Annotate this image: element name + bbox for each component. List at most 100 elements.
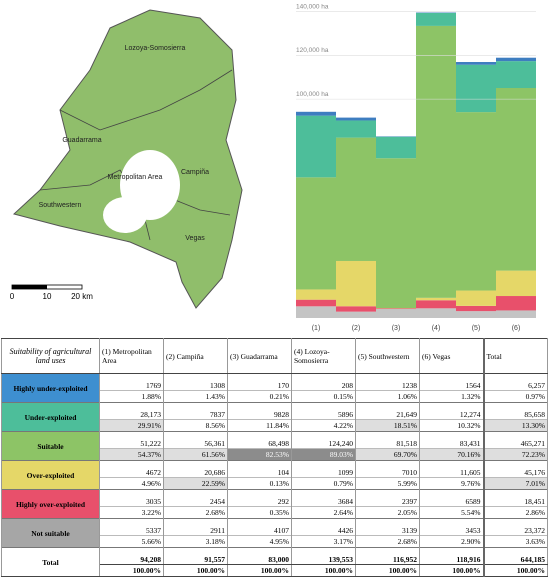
cell-value: 2397 <box>355 489 420 507</box>
cell-percent: 69.70% <box>355 448 420 461</box>
map-region <box>12 9 243 309</box>
cell-percent: 70.16% <box>419 448 484 461</box>
y-tick-label: 140,000 ha <box>296 3 329 10</box>
cell-percent: 0.21% <box>227 390 292 403</box>
cell-value: 3453 <box>419 518 484 536</box>
bar-segment <box>416 25 456 298</box>
cell-value: 11,605 <box>419 460 484 478</box>
bar-segment <box>416 308 456 318</box>
cell-percent: 0.15% <box>291 390 356 403</box>
cell-value: 5337 <box>99 518 164 536</box>
cell-value: 68,498 <box>227 431 292 449</box>
column-header: (4) Lozoya-Somosierra <box>291 338 356 374</box>
column-header: (1) Metropolitan Area <box>99 338 164 374</box>
cell-percent: 2.86% <box>482 506 548 519</box>
bar-segment <box>416 297 456 301</box>
cell-percent: 4.95% <box>227 535 292 548</box>
cell-percent: 89.03% <box>291 448 356 461</box>
cell-value: 644,185 <box>482 547 548 565</box>
bar-segment <box>376 309 416 318</box>
map-label: Southwestern <box>39 202 82 209</box>
cell-value: 83,431 <box>419 431 484 449</box>
cell-percent: 1.32% <box>419 390 484 403</box>
bar-segment <box>456 305 496 312</box>
percent-row: 3.22% 2.68% 0.35% 2.64% 2.05% 5.54% 2.86% <box>2 506 548 519</box>
cell-percent: 0.79% <box>291 477 356 490</box>
cell-value: 85,658 <box>482 402 548 420</box>
bar-segment <box>336 120 376 138</box>
cell-value: 12,274 <box>419 402 484 420</box>
column-header: Total <box>482 338 548 374</box>
cell-percent: 5.99% <box>355 477 420 490</box>
bar-segment <box>376 308 416 310</box>
cell-percent: 5.66% <box>99 535 164 548</box>
x-tick-label: (1) <box>312 325 321 332</box>
value-row: Highly over-exploited 3035 2454 292 3684 2397… <box>1 489 548 519</box>
y-tick-label: 120,000 ha <box>296 47 329 54</box>
cell-value: 23,372 <box>482 518 548 536</box>
cell-value: 1238 <box>355 373 420 391</box>
cell-value: 1099 <box>291 460 356 478</box>
cell-percent: 54.37% <box>99 448 164 461</box>
x-tick-label: (6) <box>512 325 521 332</box>
cell-value: 9828 <box>227 402 292 420</box>
bar-segment <box>336 260 376 307</box>
table: Suitability of agricultural land uses (1)… <box>1 338 548 577</box>
cell-value: 292 <box>227 489 292 507</box>
cell-value: 1308 <box>163 373 228 391</box>
map-label: Guadarrama <box>62 137 101 144</box>
scale-bar <box>12 285 47 289</box>
cell-percent: 1.88% <box>99 390 164 403</box>
cell-percent: 4.22% <box>291 419 356 432</box>
scale-label: 20 km <box>71 292 93 301</box>
cell-percent: 100.00% <box>355 564 420 577</box>
cell-percent: 29.91% <box>99 419 164 432</box>
cell-value: 2911 <box>163 518 228 536</box>
bar-segment <box>496 296 536 311</box>
bar-segment <box>376 136 416 159</box>
map-label: Vegas <box>185 235 205 242</box>
row-label: Over-exploited <box>1 460 100 490</box>
header-row: Suitability of agricultural land uses (1)… <box>1 338 548 374</box>
bar-segment <box>496 270 536 297</box>
district-border <box>59 69 233 131</box>
scale-label: 10 <box>43 292 52 301</box>
cell-value: 124,240 <box>291 431 356 449</box>
row-label: Highly under-exploited <box>1 373 100 403</box>
bar-segment <box>336 306 376 312</box>
cell-percent: 61.56% <box>163 448 228 461</box>
cell-percent: 1.06% <box>355 390 420 403</box>
cell-value: 3035 <box>99 489 164 507</box>
bar-segment <box>336 117 376 121</box>
cell-value: 118,916 <box>419 547 484 565</box>
cell-value: 4672 <box>99 460 164 478</box>
x-tick-label: (5) <box>472 325 481 332</box>
percent-row: 4.96% 22.59% 0.13% 0.79% 5.99% 9.76% 7.01% <box>2 477 548 490</box>
cell-value: 20,686 <box>163 460 228 478</box>
cell-value: 18,451 <box>482 489 548 507</box>
bar-segment <box>416 300 456 309</box>
map-label: Lozoya-Somosierra <box>125 45 186 52</box>
cell-value: 94,208 <box>99 547 164 565</box>
cell-percent: 1.43% <box>163 390 228 403</box>
cell-percent: 13.30% <box>482 419 548 432</box>
cell-value: 21,649 <box>355 402 420 420</box>
cell-value: 208 <box>291 373 356 391</box>
bar-segment <box>296 111 336 116</box>
cell-value: 6589 <box>419 489 484 507</box>
cell-percent: 0.97% <box>482 390 548 403</box>
chart: (1) (2) (3) (4) (5) (6) 100,000 ha 120,000 ha 14… <box>296 3 536 332</box>
bar-segment <box>336 311 376 318</box>
row-label: Total <box>1 547 100 577</box>
scale-label: 0 <box>10 292 15 301</box>
cell-value: 81,518 <box>355 431 420 449</box>
cell-percent: 100.00% <box>99 564 164 577</box>
cell-value: 2454 <box>163 489 228 507</box>
cell-percent: 2.68% <box>163 506 228 519</box>
cell-percent: 2.90% <box>419 535 484 548</box>
cell-value: 5896 <box>291 402 356 420</box>
cell-value: 104 <box>227 460 292 478</box>
cell-value: 45,176 <box>482 460 548 478</box>
bar-segment <box>496 61 536 89</box>
